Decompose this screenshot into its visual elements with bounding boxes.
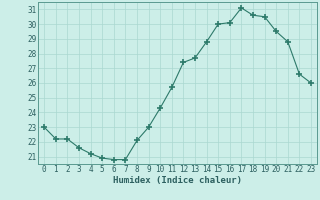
X-axis label: Humidex (Indice chaleur): Humidex (Indice chaleur) [113,176,242,185]
